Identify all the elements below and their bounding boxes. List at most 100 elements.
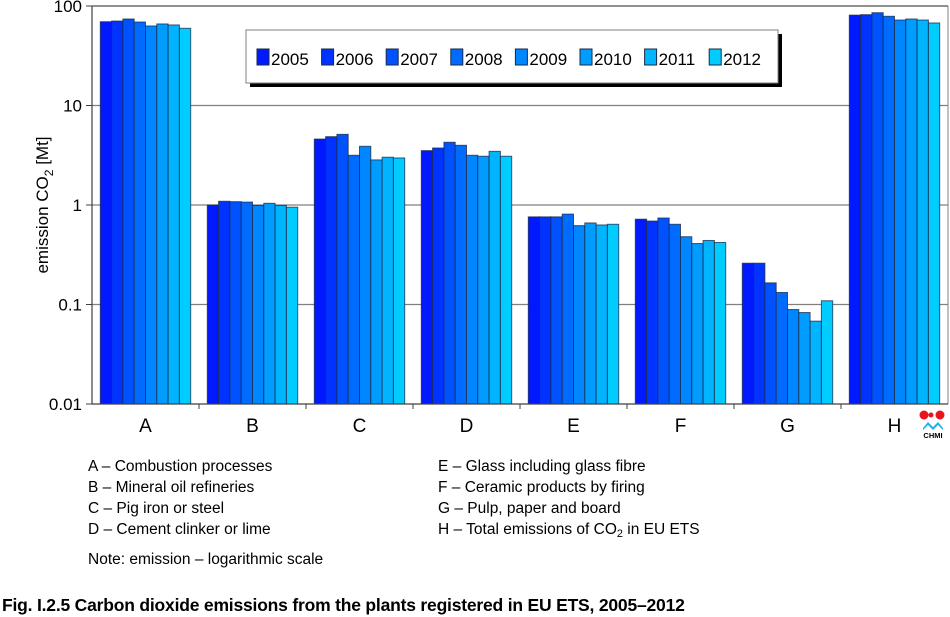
bar: [702, 239, 715, 405]
bar: [657, 217, 670, 405]
bar: [443, 141, 456, 405]
bar: [488, 150, 501, 405]
legend-label: 2008: [465, 50, 503, 69]
x-category-label: B: [246, 416, 259, 437]
category-note-b: B – Mineral oil refineries: [88, 479, 255, 496]
category-note-h-end: in EU ETS: [622, 521, 700, 538]
y-axis-title-sub: 2: [42, 169, 56, 176]
scale-note: Note: emission – logarithmic scale: [88, 551, 324, 568]
bar: [206, 204, 220, 405]
category-note-h: H – Total emissions of CO2 in EU ETS: [438, 519, 700, 540]
x-category-labels: A B C D E F G H: [139, 416, 901, 437]
legend-box: [245, 29, 779, 84]
bar: [477, 155, 490, 405]
bar: [787, 309, 800, 405]
bar: [606, 223, 620, 405]
bar: [178, 27, 192, 405]
axes: [86, 5, 949, 409]
bar: [336, 133, 349, 405]
bars: [99, 12, 941, 405]
bar: [753, 262, 766, 405]
bar: [668, 223, 682, 405]
bar: [145, 25, 158, 405]
x-category-label: A: [139, 416, 152, 437]
category-note-g: G – Pulp, paper and board: [438, 500, 621, 517]
legend-label: 2005: [271, 50, 309, 69]
legend-label: 2006: [336, 50, 374, 69]
bar: [218, 200, 231, 405]
bar: [584, 222, 597, 405]
bar: [741, 262, 755, 405]
bar: [927, 22, 941, 405]
bar: [691, 243, 704, 405]
legend-label: 2009: [529, 50, 567, 69]
category-note-h-sub: 2: [616, 528, 623, 540]
legend-label: 2010: [594, 50, 632, 69]
category-note-e: E – Glass including glass fibre: [438, 458, 646, 475]
bar: [466, 154, 479, 405]
category-notes-right: E – Glass including glass fibre F – Cera…: [438, 456, 700, 540]
x-category-label: C: [353, 416, 367, 437]
legend-swatch: [450, 48, 464, 66]
bar: [775, 292, 789, 405]
bar: [167, 24, 180, 405]
bar: [820, 300, 834, 405]
category-note-c: C – Pig iron or steel: [88, 500, 225, 517]
y-tick-label: 1: [73, 196, 82, 215]
y-tick-label: 100: [54, 0, 82, 16]
bar: [420, 150, 434, 405]
legend-swatch: [321, 48, 335, 66]
legend-swatch: [256, 48, 270, 66]
category-note-a: A – Combustion processes: [88, 458, 273, 475]
figure-caption: Fig. I.2.5 Carbon dioxide emissions from…: [2, 595, 685, 615]
bar: [381, 156, 394, 405]
x-category-label: D: [460, 416, 474, 437]
bar: [527, 216, 541, 405]
bar: [370, 159, 383, 405]
x-category-label: H: [888, 416, 902, 437]
bar: [274, 204, 287, 405]
bar: [860, 14, 873, 405]
category-notes-left: A – Combustion processes B – Mineral oil…: [88, 456, 272, 540]
legend-label: 2011: [659, 50, 696, 69]
x-category-label: G: [780, 416, 795, 437]
y-tick-label: 10: [63, 97, 82, 116]
category-note-d: D – Cement clinker or lime: [88, 521, 271, 538]
bar: [798, 312, 811, 405]
bar: [680, 236, 693, 405]
bar: [122, 18, 135, 405]
category-note-h-main: H – Total emissions of CO: [438, 521, 617, 538]
bar: [229, 201, 242, 405]
legend-swatch: [514, 48, 528, 66]
legend-swatch: [579, 48, 593, 66]
logo-red-dot-left: [919, 410, 929, 420]
bar: [573, 225, 586, 405]
bar: [809, 320, 822, 405]
bar: [432, 147, 445, 405]
chmi-logo: CHMI: [919, 410, 945, 440]
bar: [263, 202, 276, 405]
x-category-label: F: [675, 416, 687, 437]
bar: [240, 201, 253, 405]
y-axis-title-main: emission CO: [33, 176, 52, 273]
bar: [313, 138, 327, 405]
legend-swatch: [385, 48, 399, 66]
x-category-label: E: [567, 416, 580, 437]
legend-label: 2007: [400, 50, 438, 69]
bar: [285, 206, 299, 405]
bar: [133, 21, 146, 405]
bar: [894, 19, 907, 405]
bar: [539, 216, 552, 405]
y-tick-label: 0.1: [58, 296, 82, 315]
bar: [252, 204, 265, 405]
bar: [347, 154, 361, 405]
legend-swatch: [644, 48, 658, 66]
bar: [882, 15, 896, 405]
legend-swatch: [708, 48, 722, 66]
legend-label: 2012: [723, 50, 761, 69]
legend: 2005 2006 2007 2008 2009 2010 2011 2012: [245, 29, 782, 87]
bar: [550, 216, 563, 405]
y-axis-title: emission CO2 [Mt]: [33, 136, 56, 273]
y-tick-labels: 100 10 1 0.1 0.01: [49, 0, 82, 414]
bar: [156, 23, 169, 405]
